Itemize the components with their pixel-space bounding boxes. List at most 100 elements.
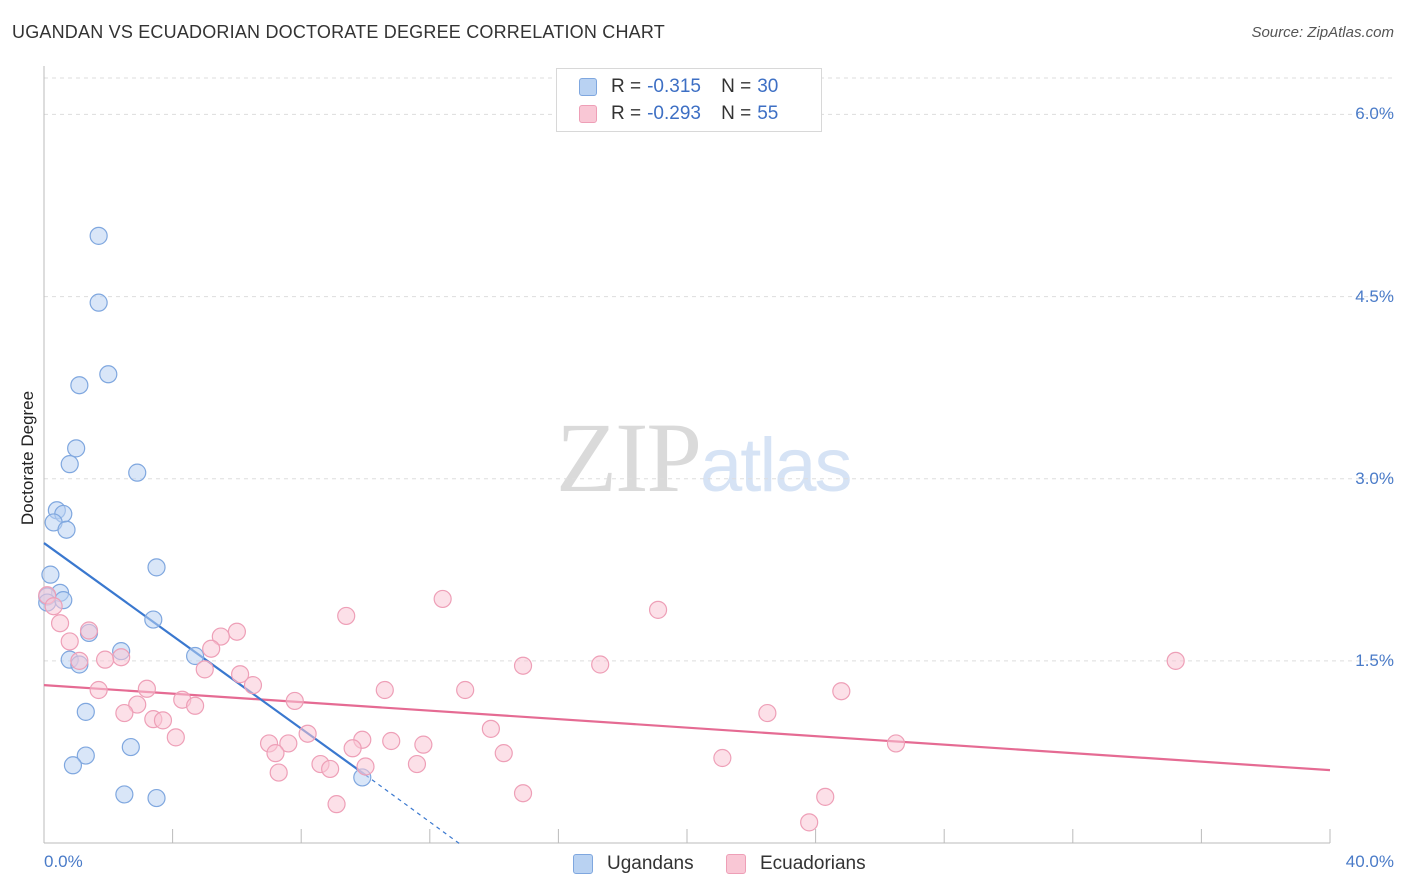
ugandans-point-17	[144, 610, 163, 629]
x-tick-label-min: 0.0%	[44, 852, 83, 871]
ecuadorians-point-7	[337, 606, 356, 626]
r-value: -0.293	[647, 103, 701, 124]
ecuadorians-point-37	[279, 734, 298, 753]
watermark: ZIPatlas	[556, 400, 853, 515]
legend-row-ugandans: R = -0.315 N = 30	[579, 75, 778, 99]
ecuadorians-point-1	[44, 597, 63, 616]
r-label: R =	[611, 76, 642, 97]
ugandans-point-4	[67, 439, 86, 458]
ecuadorians-point-24	[832, 682, 851, 701]
ecuadorians-swatch	[579, 105, 597, 123]
ugandans-point-6	[128, 463, 147, 482]
axis-layer	[43, 66, 1331, 844]
ecuadorians-point-43	[266, 744, 285, 763]
ecuadorians-point-49	[356, 757, 375, 776]
chart-title: UGANDAN VS ECUADORIAN DOCTORATE DEGREE C…	[12, 22, 665, 42]
ecuadorians-point-32	[153, 711, 173, 730]
y-tick-label-0: 1.5%	[1355, 650, 1394, 670]
ecuadorians-point-18	[591, 655, 610, 674]
trend-layer	[43, 542, 1331, 846]
ecuadorians-point-47	[407, 754, 427, 774]
ecuadorians-point-17	[513, 656, 533, 675]
ugandans-swatch	[579, 78, 597, 96]
ecuadorians-point-40	[414, 735, 433, 754]
ecuadorians-point-33	[481, 719, 500, 738]
ecuadorians-point-35	[166, 728, 185, 747]
watermark-zip: ZIP	[556, 402, 702, 513]
ecuadorians-point-20	[137, 679, 156, 698]
ecuadorians-point-3	[79, 621, 99, 640]
ecuadorians-point-19	[1166, 651, 1185, 670]
ugandans-point-25	[76, 746, 95, 765]
ecuadorians-point-34	[298, 724, 317, 743]
ecuadorians-point-22	[375, 680, 394, 700]
legend-row-ecuadorians: R = -0.293 N = 55	[579, 102, 778, 126]
ecuadorians-point-50	[269, 763, 288, 782]
series-legend-ugandans[interactable]: Ugandans	[573, 852, 694, 876]
ecuadorians-point-42	[343, 739, 362, 758]
ecuadorians-point-44	[494, 744, 513, 763]
r-value: -0.315	[647, 76, 701, 97]
ecuadorians-point-23	[456, 680, 475, 700]
ugandans-point-29	[147, 788, 166, 808]
ugandans-point-2	[99, 365, 118, 384]
ecuadorians-point-21	[89, 680, 108, 700]
y-tick-label-3: 6.0%	[1355, 104, 1394, 124]
y-tick-label-1: 3.0%	[1355, 468, 1394, 488]
correlation-legend: R = -0.315 N = 30 R = -0.293 N = 55	[556, 68, 822, 132]
ecuadorians-point-8	[433, 589, 452, 609]
ecuadorians-point-48	[321, 759, 340, 779]
ecuadorians-point-11	[112, 648, 131, 667]
n-label: N =	[721, 76, 752, 97]
ecuadorians-point-13	[70, 651, 89, 670]
grid-layer	[44, 77, 1394, 662]
ugandans-point-26	[63, 756, 83, 775]
ugandans-point-0	[89, 226, 108, 245]
ecuadorians-point-10	[202, 639, 221, 658]
n-label: N =	[721, 103, 752, 124]
ecuadorians-point-4	[60, 632, 79, 651]
ugandans-point-24	[121, 737, 140, 757]
ecuadorians-point-52	[816, 787, 835, 806]
ugandans-point-20	[186, 646, 205, 666]
ugandans-point-28	[115, 785, 134, 804]
ecuadorians-legend-swatch	[726, 854, 746, 874]
watermark-atlas: atlas	[700, 423, 853, 508]
ugandans-legend-label: Ugandans	[607, 853, 694, 874]
ecuadorians-point-6	[211, 627, 230, 646]
ecuadorians-point-39	[382, 731, 401, 751]
ugandans-point-23	[76, 702, 95, 721]
ecuadorians-point-16	[243, 676, 263, 695]
ugandans-point-5	[60, 455, 79, 474]
ecuadorians-point-29	[115, 703, 134, 723]
ugandans-point-10	[57, 520, 76, 539]
ecuadorians-point-54	[800, 813, 819, 832]
ecuadorians-point-14	[195, 660, 214, 679]
ugandans-point-11	[147, 558, 166, 577]
source-label: Source: ZipAtlas.com	[1251, 24, 1394, 41]
ecuadorians-point-5	[227, 622, 246, 641]
ecuadorians-point-26	[285, 691, 304, 711]
series-legend-ecuadorians[interactable]: Ecuadorians	[726, 852, 866, 876]
ecuadorians-legend-label: Ecuadorians	[760, 853, 866, 874]
ugandans-trendline	[43, 542, 367, 776]
points-layer	[38, 226, 1185, 832]
ecuadorians-point-9	[648, 600, 668, 619]
ecuadorians-point-51	[513, 784, 533, 803]
ugandans-point-1	[89, 293, 108, 312]
ecuadorians-point-53	[327, 795, 346, 814]
n-value: 55	[757, 103, 779, 124]
n-value: 30	[757, 76, 779, 97]
ecuadorians-point-30	[758, 703, 777, 723]
ecuadorians-trendline	[43, 684, 1331, 772]
y-tick-label-2: 4.5%	[1355, 286, 1394, 306]
ecuadorians-point-12	[95, 650, 115, 669]
ecuadorians-point-41	[886, 734, 906, 753]
x-tick-label-max: 40.0%	[1345, 852, 1394, 871]
ecuadorians-point-15	[231, 665, 250, 684]
ecuadorians-point-27	[128, 695, 147, 714]
ecuadorians-point-2	[50, 614, 70, 633]
ugandans-trendline-extension	[365, 774, 463, 846]
ecuadorians-point-28	[186, 696, 205, 715]
